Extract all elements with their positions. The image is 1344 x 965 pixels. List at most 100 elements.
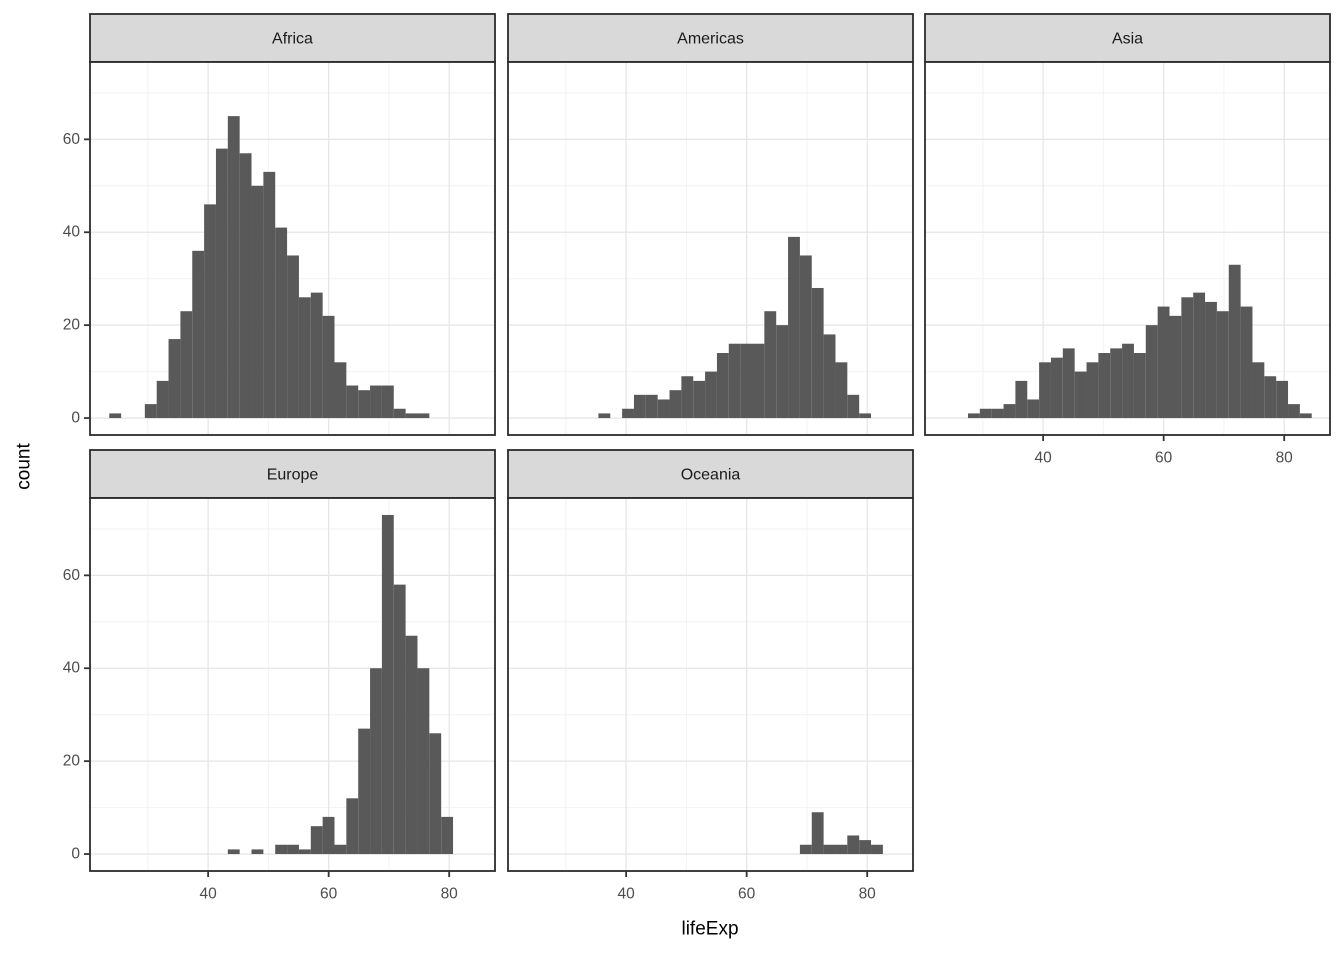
histogram-bar bbox=[1299, 413, 1312, 419]
histogram-bar bbox=[645, 394, 658, 419]
histogram-bar bbox=[334, 362, 347, 419]
y-axis-title: count bbox=[14, 443, 35, 490]
y-tick-label: 20 bbox=[63, 753, 81, 770]
panel-border-oceania bbox=[507, 497, 914, 872]
histogram-bar bbox=[1074, 371, 1087, 419]
x-tick-label: 60 bbox=[320, 886, 338, 903]
y-tick-label: 0 bbox=[71, 410, 80, 427]
histogram-bar bbox=[598, 413, 611, 419]
histogram-bar bbox=[1288, 404, 1300, 419]
facet-africa: Africa 0 20 40 60 bbox=[63, 13, 496, 436]
facet-strip-label-asia: Asia bbox=[1112, 31, 1143, 48]
histogram-bar bbox=[705, 371, 717, 419]
histogram-bar bbox=[1252, 362, 1265, 419]
histogram-bar bbox=[847, 394, 860, 419]
histogram-bar bbox=[740, 343, 753, 419]
y-tick-label: 40 bbox=[63, 660, 81, 677]
histogram-bar bbox=[669, 390, 682, 419]
histogram-bar bbox=[716, 353, 729, 419]
histogram-bar bbox=[358, 390, 371, 419]
histogram-bar bbox=[633, 394, 646, 419]
histogram-bar bbox=[1169, 315, 1182, 419]
histogram-bar bbox=[417, 668, 430, 855]
facet-strip-asia bbox=[924, 13, 1331, 63]
histogram-bar bbox=[799, 844, 812, 855]
x-tick-label: 80 bbox=[859, 886, 877, 903]
histogram-bar bbox=[251, 185, 264, 419]
histogram-bar bbox=[275, 844, 288, 855]
histogram-bar bbox=[1276, 380, 1289, 419]
histogram-bar bbox=[227, 849, 240, 855]
histogram-bar bbox=[811, 287, 824, 419]
histogram-bar bbox=[370, 385, 382, 419]
facet-strip-label-europe: Europe bbox=[267, 467, 319, 484]
histogram-bar bbox=[1050, 357, 1063, 419]
histogram-bar bbox=[251, 849, 264, 855]
histogram-bar bbox=[239, 153, 252, 419]
histogram-bar bbox=[287, 255, 299, 419]
histogram-bar bbox=[835, 844, 848, 855]
histogram-bar bbox=[1157, 306, 1170, 419]
panel-border-asia bbox=[924, 61, 1331, 436]
facet-strip-label-oceania: Oceania bbox=[681, 467, 741, 484]
facet-asia: Asia 40 60 80 bbox=[924, 13, 1331, 467]
facet-strip-europe bbox=[89, 449, 496, 499]
histogram-bar bbox=[1027, 399, 1040, 419]
histogram-bar bbox=[1216, 311, 1229, 419]
histogram-bar bbox=[1110, 348, 1123, 419]
histogram-bar bbox=[693, 380, 706, 419]
facet-oceania: Oceania 40 60 80 bbox=[507, 449, 914, 903]
x-tick-label: 40 bbox=[1035, 450, 1053, 467]
panel-border-africa bbox=[89, 61, 496, 436]
histogram-bar bbox=[979, 408, 992, 419]
histogram-bar bbox=[1181, 297, 1194, 419]
histogram-bar bbox=[310, 826, 323, 855]
histogram-bar bbox=[192, 250, 205, 419]
facet-strip-africa bbox=[89, 13, 496, 63]
histogram-bar bbox=[1062, 348, 1075, 419]
histogram-bar bbox=[322, 816, 335, 855]
histogram-bar bbox=[1240, 306, 1253, 419]
histogram-bar bbox=[144, 404, 157, 419]
histogram-bar bbox=[967, 413, 980, 419]
histogram-bar bbox=[180, 311, 193, 419]
histogram-bar bbox=[1193, 292, 1206, 419]
histogram-bar bbox=[346, 798, 359, 855]
histogram-bar bbox=[393, 408, 406, 419]
y-tick-label: 0 bbox=[71, 846, 80, 863]
histogram-bar bbox=[334, 844, 347, 855]
histogram-bar bbox=[215, 148, 228, 419]
histogram-bar bbox=[871, 844, 883, 855]
histogram-bar bbox=[381, 514, 394, 855]
histogram-bar bbox=[1264, 376, 1277, 419]
histogram-bar bbox=[393, 584, 406, 855]
histogram-bar bbox=[799, 255, 812, 419]
histogram-bar bbox=[859, 840, 872, 855]
facet-americas: Americas bbox=[507, 13, 914, 436]
histogram-bar bbox=[991, 408, 1004, 419]
x-tick-label: 40 bbox=[618, 886, 636, 903]
facet-strip-label-africa: Africa bbox=[272, 31, 313, 48]
histogram-bar bbox=[310, 292, 323, 419]
histogram-bar bbox=[287, 844, 299, 855]
histogram-bar bbox=[417, 413, 430, 419]
facet-strip-americas bbox=[507, 13, 914, 63]
histogram-bar bbox=[1145, 325, 1158, 419]
histogram-bar bbox=[728, 343, 741, 419]
histogram-bar bbox=[752, 343, 765, 419]
histogram-bar bbox=[370, 668, 382, 855]
histogram-bar bbox=[275, 227, 288, 419]
histogram-bar bbox=[405, 413, 418, 419]
x-tick-label: 40 bbox=[200, 886, 218, 903]
histogram-bar bbox=[681, 376, 694, 419]
histogram-bar bbox=[381, 385, 394, 419]
y-tick-label: 20 bbox=[63, 317, 81, 334]
histogram-bar bbox=[1122, 343, 1134, 419]
histogram-bar bbox=[622, 408, 634, 419]
facet-strip-label-americas: Americas bbox=[677, 31, 744, 48]
histogram-bar bbox=[1003, 404, 1016, 419]
histogram-bar bbox=[1205, 301, 1217, 419]
histogram-bar bbox=[847, 835, 860, 855]
